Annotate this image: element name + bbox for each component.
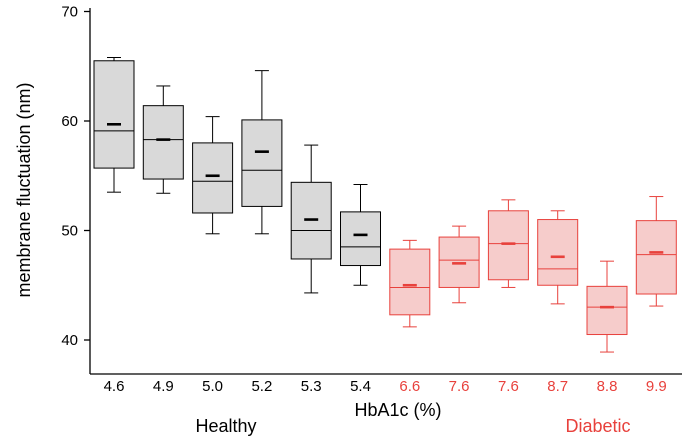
x-tick-label-4: 5.3 [301, 378, 322, 395]
box-6: 6.6 [389, 239, 431, 395]
box-body-2 [192, 142, 234, 214]
y-tick-label-70: 70 [61, 4, 78, 21]
box-9: 8.7 [537, 210, 579, 395]
box-body-10 [586, 285, 628, 336]
box-11: 9.9 [635, 196, 677, 395]
box-5: 5.4 [340, 184, 381, 395]
box-body-1 [142, 105, 184, 180]
x-axis-title: HbA1c (%) [354, 400, 441, 420]
box-2: 5.0 [192, 116, 234, 395]
x-tick-label-3: 5.2 [251, 378, 272, 395]
y-tick-label-50: 50 [61, 223, 78, 240]
x-tick-label-5: 5.4 [350, 378, 371, 395]
x-tick-label-9: 8.7 [547, 378, 568, 395]
box-body-6 [389, 248, 431, 316]
x-tick-label-1: 4.9 [153, 378, 174, 395]
y-tick-label-40: 40 [61, 332, 78, 349]
box-0: 4.6 [93, 56, 135, 395]
axes: 40 50 60 70 [61, 4, 682, 375]
x-tick-label-11: 9.9 [646, 378, 667, 395]
x-tick-label-8: 7.6 [498, 378, 519, 395]
y-axis-title: membrane fluctuation (nm) [14, 82, 34, 297]
box-3: 5.2 [241, 70, 283, 395]
box-body-0 [93, 60, 135, 169]
x-tick-label-7: 7.6 [449, 378, 470, 395]
box-body-8 [487, 210, 529, 281]
box-body-5 [340, 211, 381, 267]
box-8: 7.6 [487, 199, 529, 395]
box-body-11 [635, 220, 677, 295]
box-10: 8.8 [586, 260, 628, 395]
group-label-healthy: Healthy [195, 416, 256, 436]
box-body-9 [537, 219, 579, 286]
box-4: 5.3 [290, 144, 332, 395]
box-1: 4.9 [142, 85, 184, 395]
y-tick-label-60: 60 [61, 113, 78, 130]
box-body-3 [241, 119, 283, 207]
x-tick-label-10: 8.8 [597, 378, 618, 395]
labels: membrane fluctuation (nm) HbA1c (%) Heal… [14, 82, 631, 436]
x-tick-label-2: 5.0 [202, 378, 223, 395]
group-label-diabetic: Diabetic [565, 416, 630, 436]
box-series: 4.6 4.9 5.0 5.2 5.3 5.4 6.6 7.6 7.6 8.7 8.8 9.9 [93, 56, 677, 395]
x-tick-label-6: 6.6 [399, 378, 420, 395]
box-7: 7.6 [438, 225, 480, 395]
x-tick-label-0: 4.6 [104, 378, 125, 395]
